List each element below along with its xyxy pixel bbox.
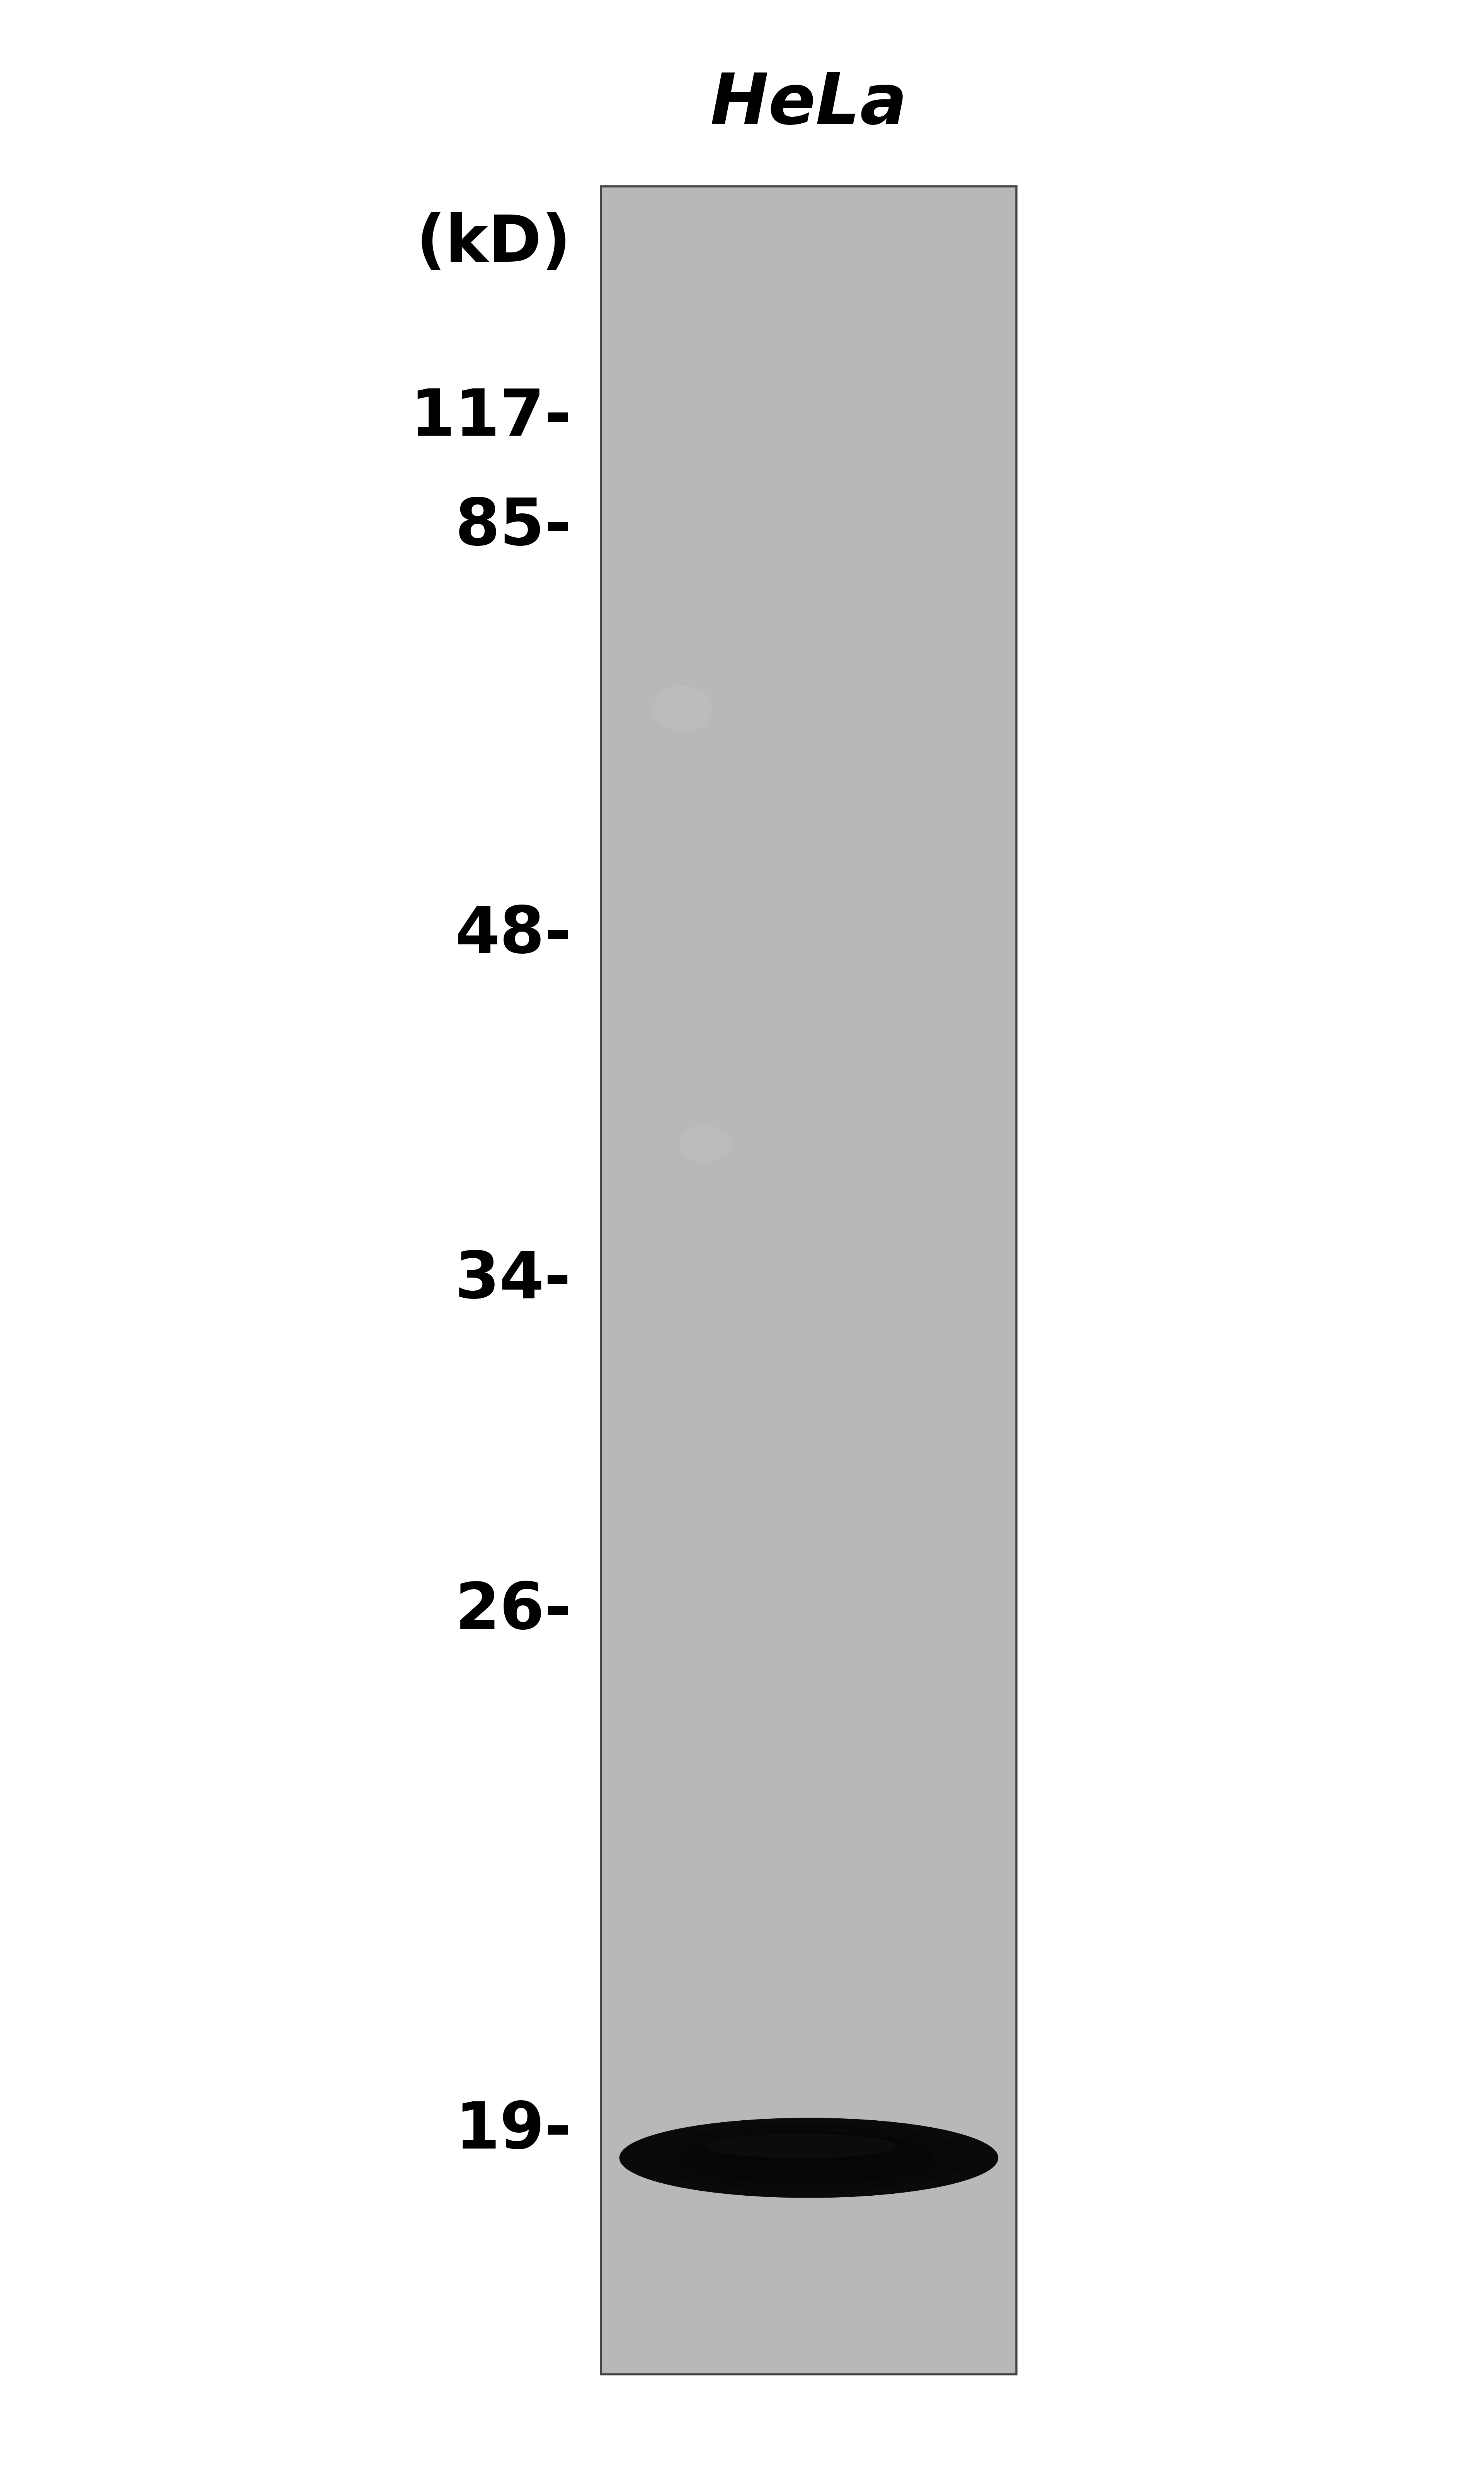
Text: (kD): (kD): [416, 211, 571, 276]
Text: 26-: 26-: [456, 1579, 571, 1643]
Ellipse shape: [649, 2123, 969, 2193]
Bar: [601, 186, 1017, 2374]
Text: 19-: 19-: [456, 2098, 571, 2163]
Bar: [601, 186, 1017, 2374]
Text: 34-: 34-: [456, 1248, 571, 1313]
Ellipse shape: [620, 2118, 997, 2198]
Text: 48-: 48-: [456, 902, 571, 967]
Ellipse shape: [706, 2133, 896, 2158]
Ellipse shape: [686, 2133, 932, 2183]
Ellipse shape: [678, 1124, 730, 1163]
Ellipse shape: [653, 686, 712, 731]
Text: 85-: 85-: [456, 495, 571, 559]
Text: HeLa: HeLa: [711, 70, 907, 139]
Text: 117-: 117-: [410, 385, 571, 450]
